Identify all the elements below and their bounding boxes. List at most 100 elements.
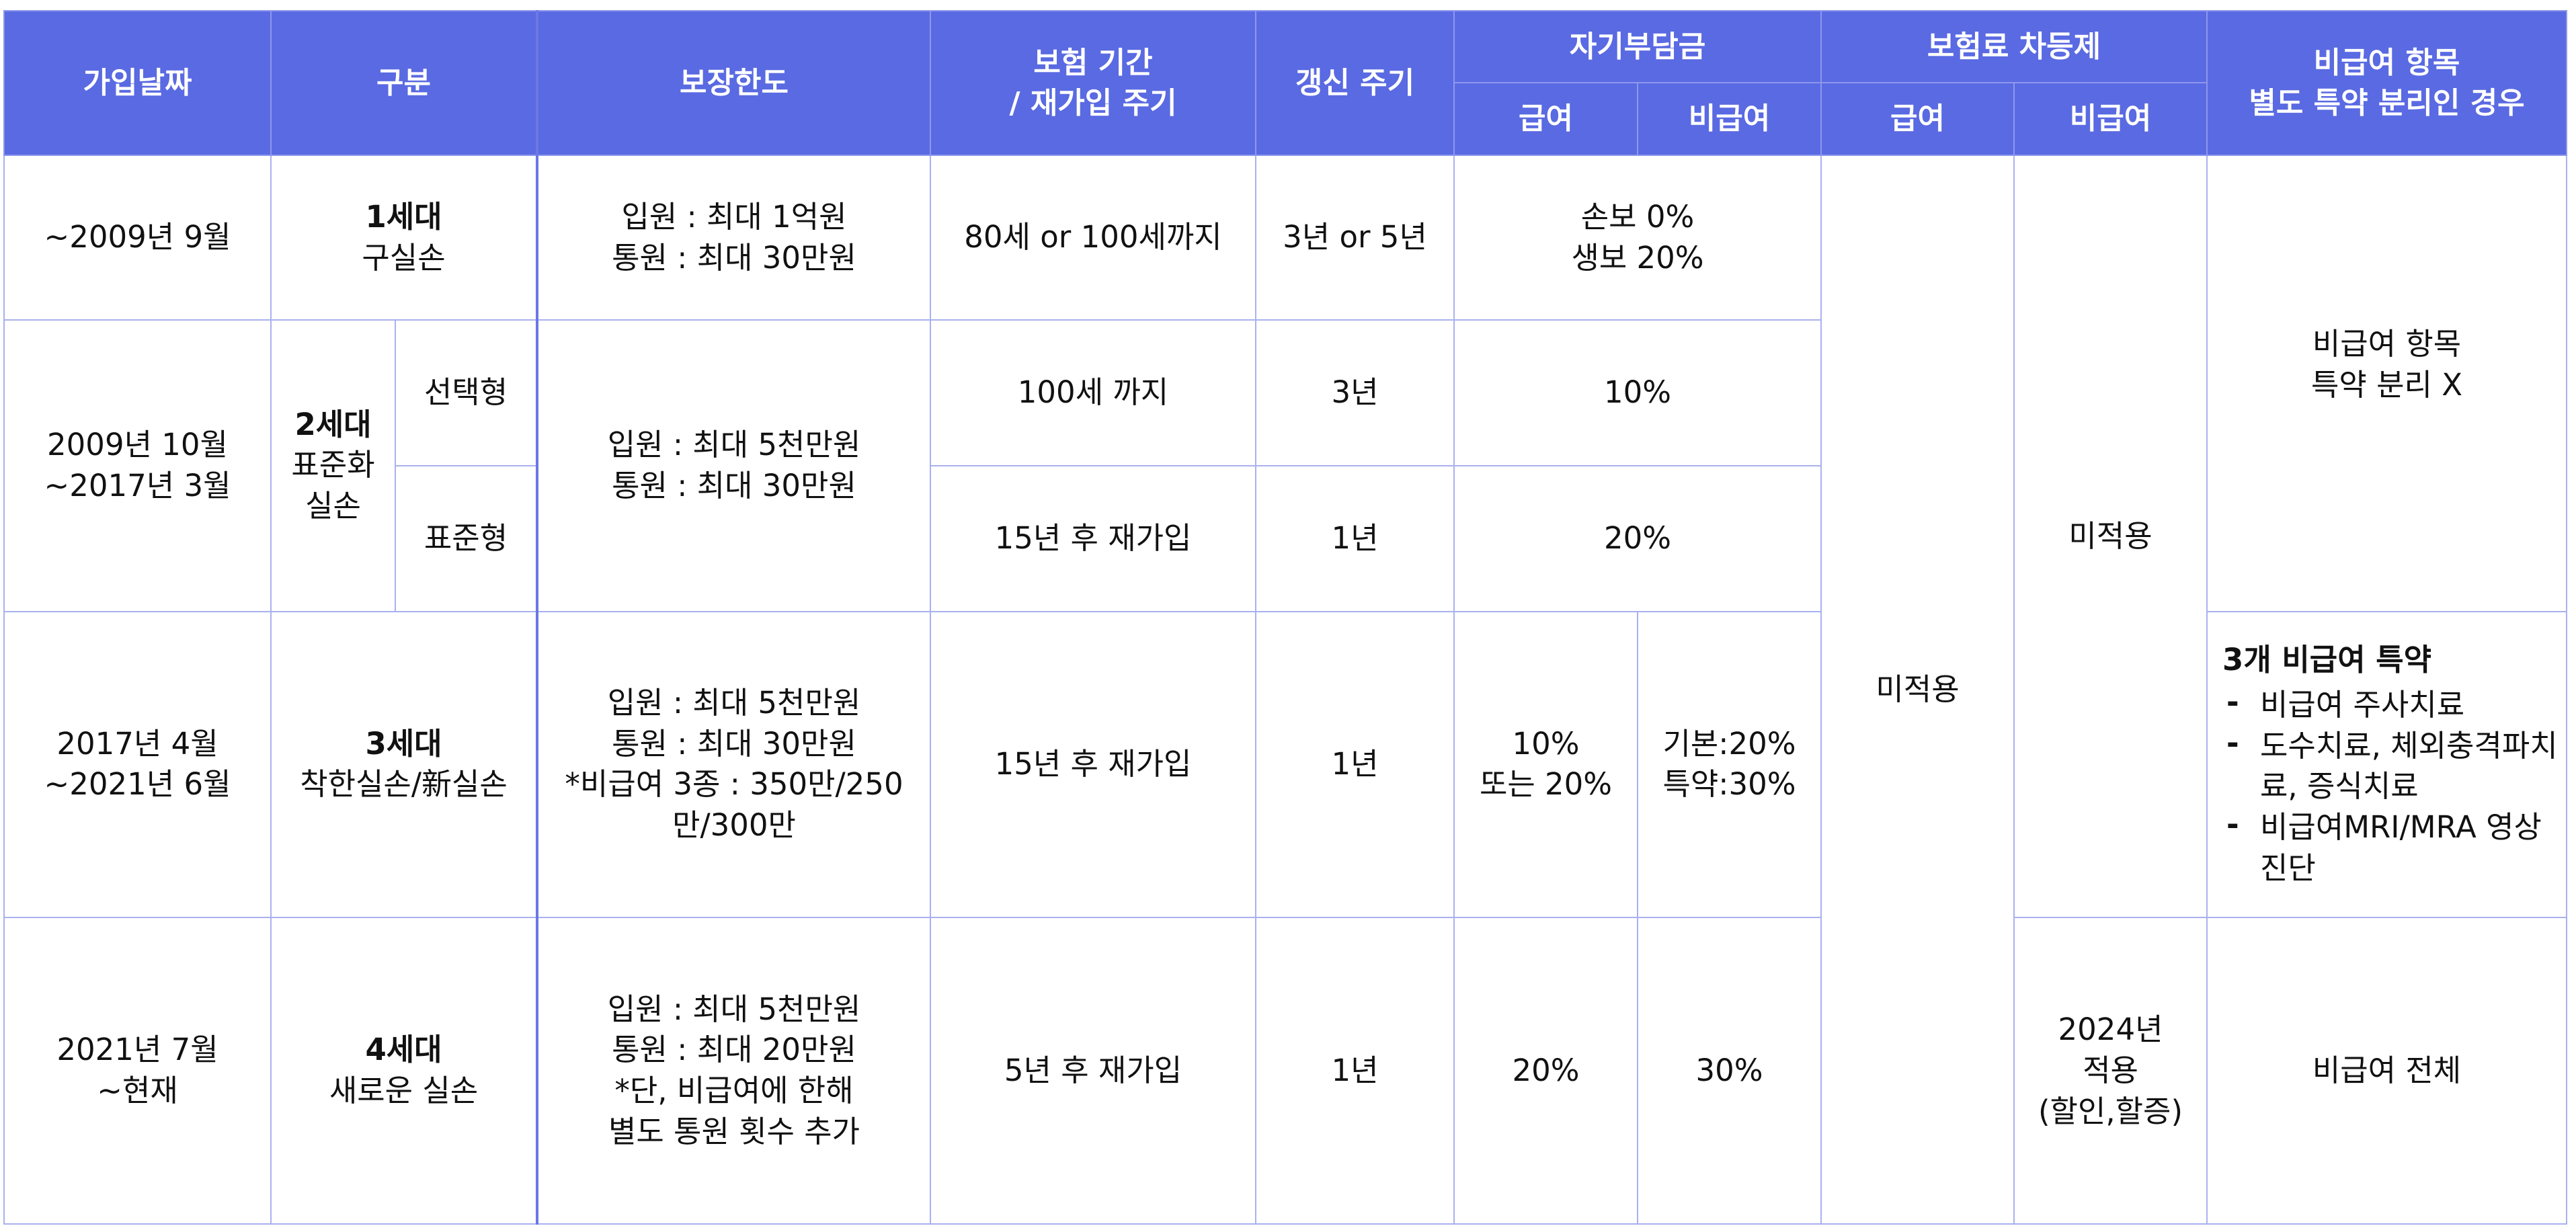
gen3-deductible-covered: 10% 또는 20%: [1453, 610, 1638, 919]
gen4-coverage-outpatient: 통원 : 최대 20만원: [612, 1032, 856, 1068]
gen3-rider: 3개 비급여 특약 비급여 주사치료 도수치료, 체외충격파치료, 증식치료 비…: [2206, 610, 2568, 919]
gen1-2-rider: 비급여 항목 특약 분리 X: [2206, 155, 2568, 612]
gen2-coverage-inpatient: 입원 : 최대 5천만원: [607, 427, 861, 463]
gen4-coverage-inpatient: 입원 : 최대 5천만원: [607, 991, 861, 1027]
gen3-rider-list: 비급여 주사치료 도수치료, 체외충격파치료, 증식치료 비급여MRI/MRA …: [2222, 682, 2559, 889]
gen4-premium-line-3: (할인,할증): [2038, 1093, 2183, 1129]
gen3-coverage: 입원 : 최대 5천만원 통원 : 최대 30만원 *비급여 3종 : 350만…: [536, 610, 931, 919]
gen1-renewal: 3년 or 5년: [1255, 155, 1455, 321]
gen4-category: 4세대 새로운 실손: [270, 917, 538, 1225]
gen4-rider: 비급여 전체: [2206, 917, 2568, 1225]
gen2-deductible-standard: 20%: [1453, 464, 1822, 612]
header-category: 구분: [270, 10, 538, 156]
gen3-name: 착한실손/新실손: [300, 766, 508, 803]
gen3-renewal: 1년: [1255, 610, 1455, 919]
gen2-date: 2009년 10월 ~2017년 3월: [3, 319, 272, 612]
gen3-coverage-outpatient: 통원 : 최대 30만원: [612, 725, 856, 762]
gen3-rider-item: 비급여 주사치료: [2222, 682, 2559, 726]
premium-covered-all: 미적용: [1820, 155, 2015, 1225]
header-rider-line-1: 비급여 항목: [2313, 46, 2460, 81]
gen1-deductible: 손보 0% 생보 20%: [1453, 155, 1822, 321]
gen4-name: 새로운 실손: [329, 1073, 479, 1109]
gen4-date-line-1: 2021년 7월: [56, 1032, 218, 1068]
gen4-generation: 4세대: [365, 1032, 442, 1068]
gen2-category: 2세대 표준화 실손: [270, 319, 396, 612]
header-premium-differential: 보험료 차등제: [1820, 10, 2208, 83]
header-coverage: 보장한도: [536, 10, 931, 156]
gen2-renewal-selective: 3년: [1255, 319, 1455, 466]
header-rider-line-2: 별도 특약 분리인 경우: [2249, 85, 2525, 120]
gen3-coverage-inpatient: 입원 : 최대 5천만원: [607, 684, 861, 721]
header-row-2: 급여 비급여 급여 비급여: [4, 82, 2567, 156]
row-gen3: 2017년 4월 ~2021년 6월 3세대 착한실손/新실손 입원 : 최대 …: [3, 610, 2568, 919]
row-gen2-standard: 표준형 15년 후 재가입 1년 20%: [4, 464, 2567, 612]
gen4-deductible-covered: 20%: [1453, 917, 1638, 1225]
gen1-2-rider-line-1: 비급여 항목: [2312, 326, 2462, 362]
gen2-generation: 2세대: [294, 406, 372, 442]
header-join-date: 가입날짜: [3, 10, 272, 156]
insurance-generation-table: 가입날짜 구분 보장한도 보험 기간 / 재가입 주기 갱신 주기 자기부담금 …: [3, 10, 2568, 1225]
gen2-name-line-2: 실손: [305, 488, 361, 524]
header-deductible-noncovered: 비급여: [1637, 82, 1822, 156]
header-deductible-covered: 급여: [1453, 82, 1638, 156]
gen2-coverage-outpatient: 통원 : 최대 30만원: [612, 467, 856, 503]
gen3-generation: 3세대: [365, 725, 442, 762]
gen3-rider-item: 도수치료, 체외충격파치료, 증식치료: [2222, 723, 2559, 808]
gen1-coverage-outpatient: 통원 : 최대 30만원: [612, 239, 856, 276]
gen1-deductible-line-1: 손보 0%: [1580, 198, 1695, 235]
header-rider: 비급여 항목 별도 특약 분리인 경우: [2206, 10, 2568, 156]
header-period-line-2: / 재가입 주기: [1009, 85, 1177, 120]
gen4-premium-line-2: 적용: [2083, 1052, 2138, 1088]
gen3-deductible-noncovered-line-1: 기본:20%: [1662, 725, 1796, 762]
header-period: 보험 기간 / 재가입 주기: [930, 10, 1256, 156]
gen2-period-standard: 15년 후 재가입: [930, 464, 1256, 612]
gen2-date-line-2: ~2017년 3월: [44, 467, 231, 503]
gen4-coverage-note-1: *단, 비급여에 한해: [614, 1073, 854, 1109]
header-deductible: 자기부담금: [1453, 10, 1822, 83]
gen2-sub-selective: 선택형: [395, 319, 538, 466]
gen1-period: 80세 or 100세까지: [930, 155, 1256, 321]
gen1-coverage: 입원 : 최대 1억원 통원 : 최대 30만원: [536, 155, 931, 321]
gen4-coverage-note-2: 별도 통원 횟수 추가: [608, 1113, 860, 1149]
gen3-period: 15년 후 재가입: [930, 610, 1256, 919]
header-premium-noncovered: 비급여: [2013, 82, 2208, 156]
gen2-coverage: 입원 : 최대 5천만원 통원 : 최대 30만원: [536, 319, 931, 612]
gen3-deductible-noncovered: 기본:20% 특약:30%: [1637, 610, 1822, 919]
gen2-name-line-1: 표준화: [291, 447, 375, 483]
gen3-coverage-note-2: 만/300만: [672, 807, 796, 844]
gen3-date: 2017년 4월 ~2021년 6월: [3, 610, 272, 919]
premium-noncovered-gen1-3: 미적용: [2013, 154, 2208, 919]
gen3-coverage-note-1: *비급여 3종 : 350만/250: [565, 766, 903, 803]
gen1-2-rider-line-2: 특약 분리 X: [2310, 366, 2463, 403]
gen3-deductible-covered-line-1: 10%: [1512, 725, 1580, 762]
gen1-category: 1세대 구실손: [270, 155, 538, 321]
gen1-deductible-line-2: 생보 20%: [1571, 239, 1704, 276]
gen4-renewal: 1년: [1255, 917, 1455, 1225]
gen3-rider-title: 3개 비급여 특약: [2222, 642, 2432, 678]
gen4-coverage: 입원 : 최대 5천만원 통원 : 최대 20만원 *단, 비급여에 한해 별도…: [536, 917, 931, 1225]
gen1-generation: 1세대: [365, 198, 442, 235]
gen3-deductible-covered-line-2: 또는 20%: [1479, 766, 1613, 803]
row-gen1: ~2009년 9월 1세대 구실손 입원 : 최대 1억원 통원 : 최대 30…: [3, 154, 2568, 1225]
gen1-date: ~2009년 9월: [3, 155, 272, 321]
gen4-date: 2021년 7월 ~현재: [3, 917, 272, 1225]
row-gen4: 2021년 7월 ~현재 4세대 새로운 실손 입원 : 최대 5천만원 통원 …: [3, 917, 2568, 1225]
gen2-deductible-selective: 10%: [1453, 319, 1822, 466]
gen2-period-selective: 100세 까지: [930, 319, 1256, 466]
gen3-category: 3세대 착한실손/新실손: [270, 610, 538, 919]
gen1-name: 구실손: [362, 239, 446, 276]
gen1-coverage-inpatient: 입원 : 최대 1억원: [621, 198, 847, 235]
gen4-date-line-2: ~현재: [97, 1073, 178, 1109]
gen4-period: 5년 후 재가입: [930, 917, 1256, 1225]
gen3-date-line-1: 2017년 4월: [56, 725, 218, 762]
gen3-deductible-noncovered-line-2: 특약:30%: [1662, 766, 1796, 803]
gen2-renewal-standard: 1년: [1255, 464, 1455, 612]
header-renewal: 갱신 주기: [1255, 10, 1455, 156]
gen4-deductible-noncovered: 30%: [1637, 917, 1822, 1225]
gen2-sub-standard: 표준형: [395, 464, 538, 612]
gen4-premium-noncovered: 2024년 적용 (할인,할증): [2013, 917, 2208, 1225]
gen3-date-line-2: ~2021년 6월: [44, 766, 231, 803]
header-premium-covered: 급여: [1820, 82, 2015, 156]
gen3-rider-item: 비급여MRI/MRA 영상 진단: [2222, 805, 2559, 889]
